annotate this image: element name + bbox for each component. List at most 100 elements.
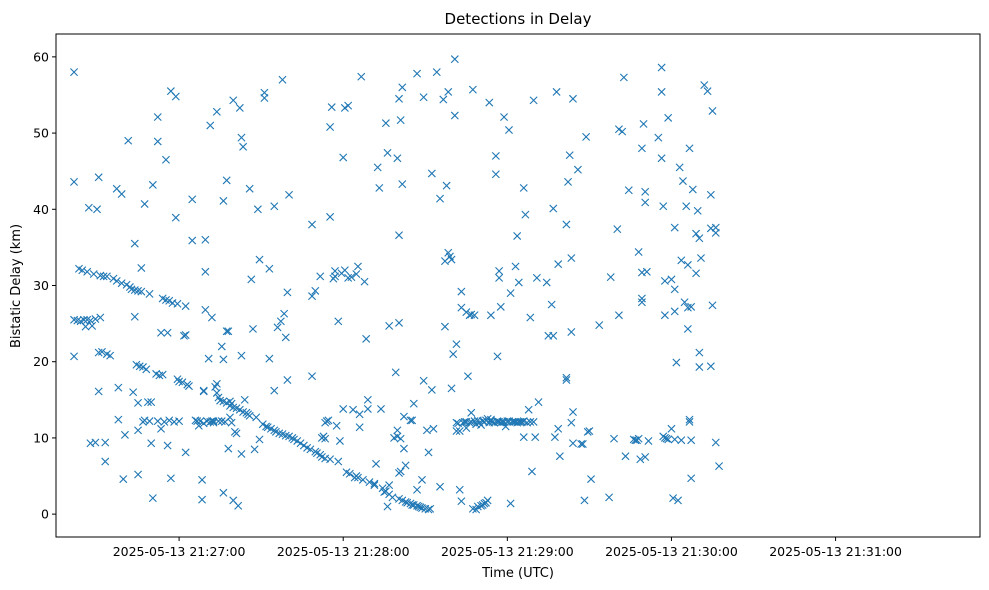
data-point (614, 311, 623, 320)
y-axis-label: Bistatic Delay (km) (9, 224, 24, 348)
data-point (634, 434, 643, 443)
data-point (201, 235, 210, 244)
data-point (398, 83, 407, 92)
data-point (393, 154, 402, 163)
data-point (393, 426, 402, 435)
data-point (391, 368, 400, 377)
data-point (697, 254, 705, 263)
data-point (637, 144, 646, 153)
data-point (687, 474, 696, 483)
data-point (452, 340, 461, 349)
data-point (693, 206, 702, 215)
data-point (450, 111, 459, 120)
data-point (252, 413, 261, 422)
data-point (237, 449, 246, 458)
data-point (700, 81, 709, 90)
data-point (554, 424, 563, 433)
data-point (217, 342, 226, 351)
data-point (114, 415, 123, 424)
data-point (207, 313, 216, 322)
data-point (253, 205, 262, 214)
data-point (327, 103, 336, 112)
data-point (467, 408, 476, 417)
data-point (618, 127, 627, 136)
data-point (201, 267, 210, 276)
data-point (406, 416, 415, 425)
data-point (372, 459, 381, 468)
data-point (636, 455, 645, 464)
data-point (605, 493, 614, 502)
data-point (331, 267, 339, 276)
data-point (641, 198, 650, 207)
data-point (102, 272, 111, 281)
data-point (449, 350, 458, 359)
data-point (491, 151, 500, 160)
data-point (554, 260, 563, 269)
data-point (94, 387, 103, 396)
data-point (641, 187, 650, 196)
data-point (163, 441, 172, 450)
data-point (157, 424, 166, 433)
data-point (462, 424, 471, 433)
data-point (381, 119, 390, 128)
data-point (137, 287, 146, 296)
data-point (181, 302, 190, 311)
data-point (657, 154, 666, 163)
data-point (708, 301, 717, 310)
data-point (106, 351, 115, 360)
data-point (436, 482, 445, 491)
data-point (165, 416, 174, 425)
data-point (188, 195, 197, 204)
data-point (239, 142, 248, 151)
data-point (212, 379, 221, 388)
data-point (621, 452, 630, 461)
data-point (660, 311, 669, 320)
data-point (500, 113, 509, 122)
data-point (660, 276, 669, 285)
data-point (201, 305, 210, 314)
data-point (395, 231, 404, 240)
data-point (209, 418, 218, 427)
data-point (219, 355, 228, 364)
data-point (283, 376, 292, 384)
y-tick-label: 30 (33, 278, 49, 293)
data-point (513, 231, 522, 240)
data-point (711, 438, 720, 447)
data-point (396, 467, 405, 476)
data-point (495, 267, 504, 276)
data-point (514, 278, 523, 287)
data-point (547, 300, 556, 309)
data-point (232, 429, 241, 438)
data-point (219, 196, 228, 205)
data-point (206, 121, 215, 130)
data-point (578, 440, 587, 449)
data-point (637, 294, 646, 303)
data-point (568, 94, 577, 103)
plot-frame (55, 33, 981, 538)
data-point (88, 321, 97, 330)
data-point (424, 448, 433, 457)
data-point (345, 469, 354, 478)
data-point (564, 177, 573, 186)
data-point (418, 475, 426, 484)
data-point (695, 363, 704, 372)
data-point (273, 323, 282, 332)
data-point (385, 481, 394, 490)
y-tick-label: 10 (33, 430, 49, 445)
data-point (265, 354, 274, 363)
data-point (358, 475, 367, 484)
data-point (70, 68, 79, 77)
data-point (511, 262, 520, 271)
data-point (399, 412, 408, 421)
data-point (529, 96, 538, 105)
data-point (413, 69, 422, 78)
data-point (322, 417, 331, 426)
data-point (173, 299, 182, 308)
data-point (212, 107, 221, 116)
data-point (426, 504, 435, 513)
data-point (222, 176, 231, 185)
data-point (306, 445, 315, 454)
data-point (97, 347, 106, 356)
data-point (245, 184, 254, 193)
data-point (357, 72, 366, 81)
